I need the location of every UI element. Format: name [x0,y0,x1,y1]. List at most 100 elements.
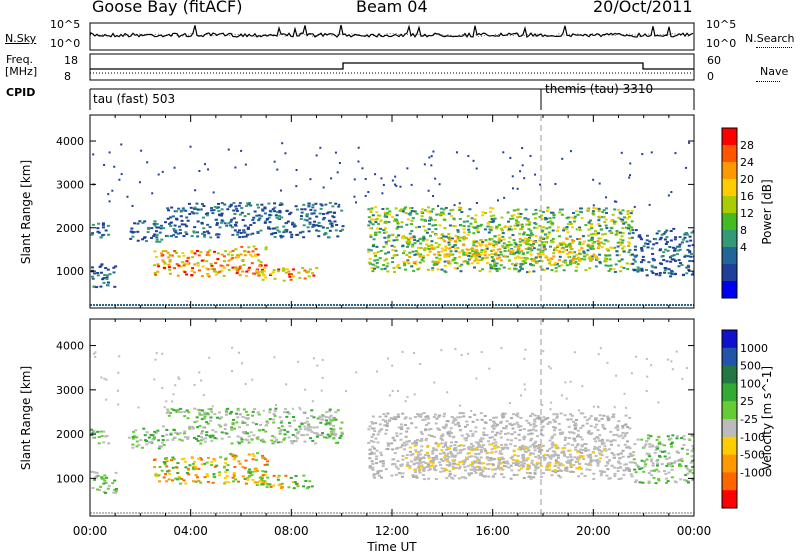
data-cell [615,254,619,257]
data-cell [444,247,448,250]
data-cell [503,446,507,449]
data-cell [312,274,316,277]
noise-right-tick-bottom: 10^0 [706,37,737,50]
data-cell [372,304,374,306]
data-cell [376,222,380,225]
data-cell [660,262,664,265]
data-cell [287,421,291,424]
data-cell [545,466,549,469]
data-cell [264,246,268,249]
data-cell [501,468,505,471]
data-cell [522,241,526,244]
data-cell [91,486,95,489]
data-cell [337,205,341,208]
data-cell [493,447,497,450]
data-cell [341,225,345,228]
data-cell [218,471,222,474]
data-cell [606,462,610,465]
data-cell [405,245,409,248]
data-cell [418,468,422,471]
data-cell [312,212,316,215]
data-cell [582,512,584,514]
data-cell [388,394,391,397]
data-cell [263,212,267,215]
colorbar-tick-label: -1000 [740,466,772,479]
data-cell [538,224,542,227]
data-cell [493,422,497,425]
data-cell [231,304,233,306]
data-cell [200,463,204,466]
data-cell [289,278,293,281]
data-cell [597,460,601,463]
data-cell [573,351,576,354]
data-cell [336,235,340,238]
data-cell [213,250,217,253]
data-cell [321,512,323,514]
data-cell [260,480,264,483]
data-cell [210,268,214,271]
data-cell [280,420,284,423]
data-cell [231,249,235,252]
data-cell [573,439,577,442]
data-cell [685,266,689,269]
data-cell [458,465,462,468]
data-cell [430,240,434,243]
data-cell [519,262,523,265]
data-cell [330,304,332,306]
data-cell [518,464,522,467]
data-cell [413,239,417,242]
data-cell [509,225,513,228]
data-cell [216,416,220,419]
data-cell [532,476,536,479]
data-cell [594,418,598,421]
data-cell [634,255,638,258]
data-cell [254,248,258,251]
data-cell [428,211,432,214]
data-cell [185,216,189,219]
data-cell [517,247,521,250]
data-cell [548,462,552,465]
data-cell [444,512,446,514]
data-cell [518,269,522,272]
data-cell [588,304,590,306]
data-cell [381,304,383,306]
data-cell [515,421,519,424]
data-cell [554,464,558,467]
data-cell [289,273,293,276]
data-cell [327,436,331,439]
data-cell [677,259,681,262]
data-cell [203,462,207,465]
data-cell [541,445,545,448]
data-cell [521,459,525,462]
data-cell [674,236,678,239]
data-cell [469,468,473,471]
data-cell [651,462,655,465]
data-cell [476,262,480,265]
data-cell [550,221,554,224]
data-cell [220,437,224,440]
data-cell [488,238,492,241]
data-cell [212,475,216,478]
data-cell [216,206,220,209]
data-cell [533,260,537,263]
data-cell [141,304,143,306]
noise-search-line [89,33,692,37]
data-cell [275,226,279,229]
data-cell [534,512,536,514]
data-cell [277,484,281,487]
data-cell [176,462,180,465]
data-cell [538,239,542,242]
data-cell [678,304,680,306]
data-cell [411,243,415,246]
data-cell [541,251,545,254]
data-cell [692,477,694,480]
data-cell [613,439,617,442]
data-cell [303,425,307,428]
data-cell [465,512,467,514]
data-cell [663,269,667,272]
data-cell [665,240,669,243]
data-cell [160,469,164,472]
data-cell [609,430,613,433]
data-cell [404,416,408,419]
data-cell [143,220,147,223]
